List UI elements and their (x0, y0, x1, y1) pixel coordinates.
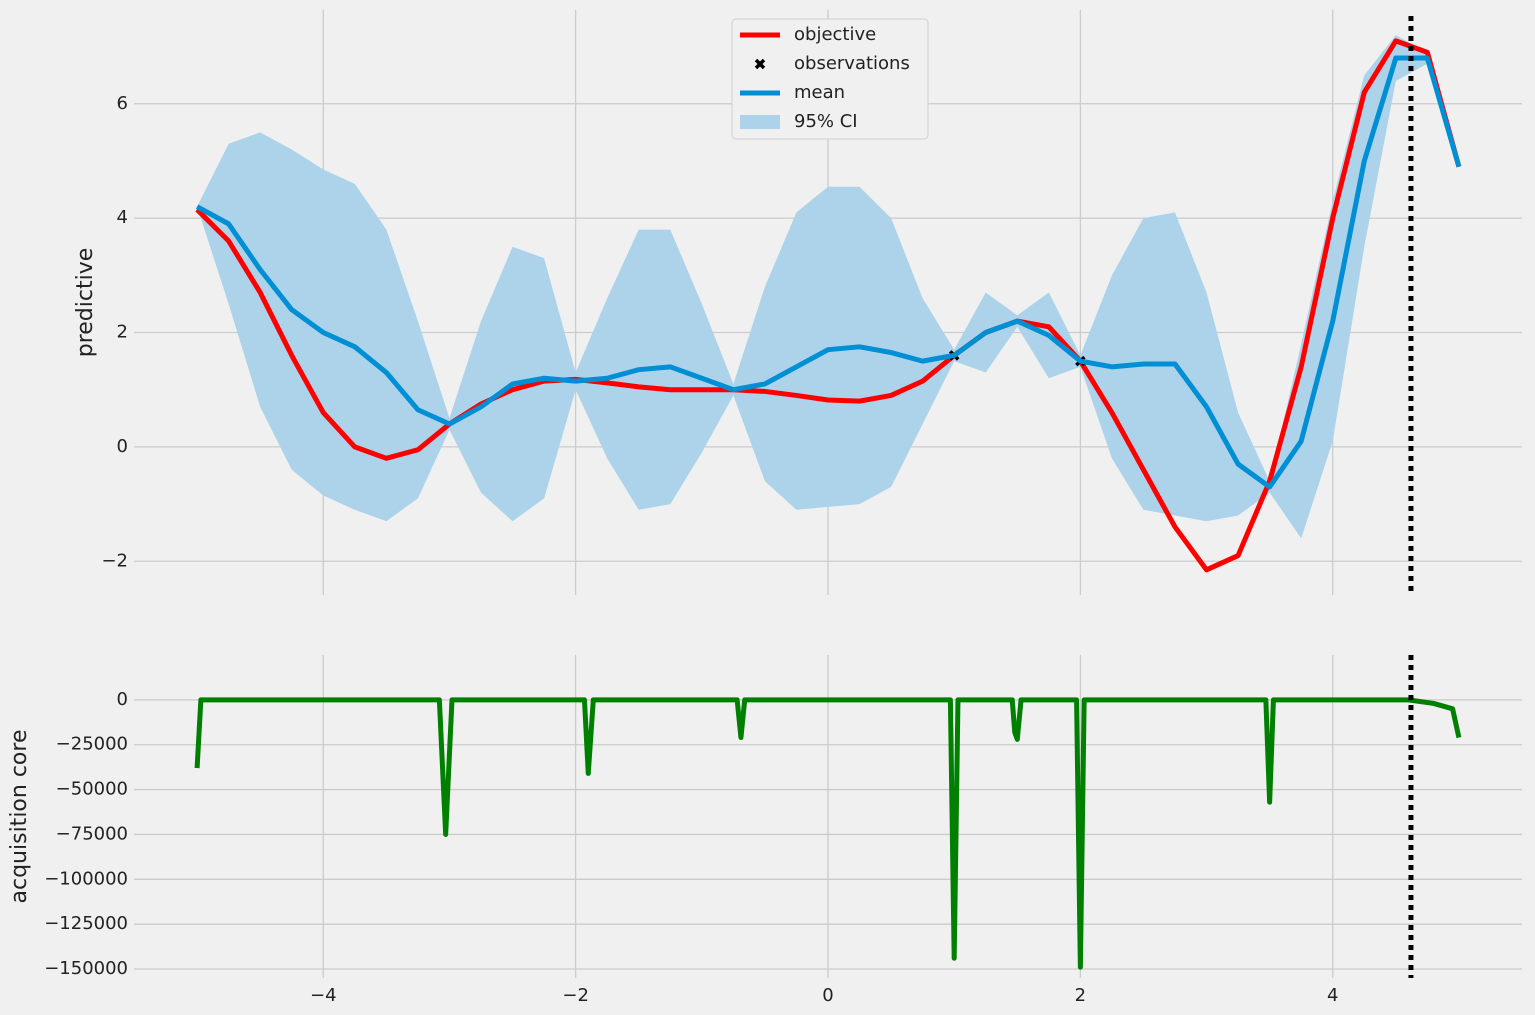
line (195, 38, 1462, 573)
legend-swatch (740, 115, 780, 129)
x-tick-label: −4 (310, 985, 337, 1006)
legend: objective observations mean 95% CI (731, 18, 929, 140)
y-tick-label: 0 (117, 689, 128, 710)
legend-box (731, 18, 929, 140)
legend-label: observations (794, 53, 910, 74)
x-tick-label: 0 (822, 985, 833, 1006)
y-tick-label: −150000 (44, 958, 128, 979)
y-tick-label: −125000 (44, 913, 128, 934)
x-tick-label: 4 (1327, 985, 1338, 1006)
confidence-band (197, 35, 1459, 539)
y-tick-label: −75000 (56, 823, 128, 844)
legend-swatch (754, 58, 766, 70)
x-tick-label: 2 (1075, 985, 1086, 1006)
y-tick-label: −100000 (44, 868, 128, 889)
y-tick-label: 6 (117, 93, 128, 114)
line (195, 55, 1462, 490)
y-tick-label: 4 (117, 207, 128, 228)
y-tick-label: −25000 (56, 734, 128, 755)
legend-label: objective (794, 24, 876, 45)
y-axis-label: predictive (73, 248, 98, 358)
line (194, 697, 1462, 970)
y-tick-label: 0 (117, 436, 128, 457)
legend-label: 95% CI (794, 111, 858, 132)
y-tick-label: −50000 (56, 779, 128, 800)
x-tick-label: −2 (562, 985, 589, 1006)
y-tick-label: 2 (117, 322, 128, 343)
y-axis-label: acquisition core (7, 730, 32, 904)
legend-label: mean (794, 82, 845, 103)
y-tick-label: −2 (101, 550, 128, 571)
